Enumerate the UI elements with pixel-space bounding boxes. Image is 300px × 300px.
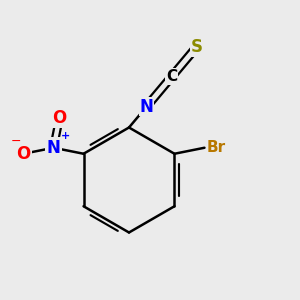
Text: −: −: [11, 135, 21, 148]
Text: +: +: [61, 131, 70, 141]
Text: N: N: [46, 139, 61, 157]
Text: C: C: [166, 69, 177, 84]
Text: S: S: [191, 38, 203, 56]
Text: N: N: [140, 98, 154, 116]
Text: O: O: [16, 145, 31, 163]
Text: O: O: [52, 109, 67, 127]
Text: Br: Br: [207, 140, 226, 155]
